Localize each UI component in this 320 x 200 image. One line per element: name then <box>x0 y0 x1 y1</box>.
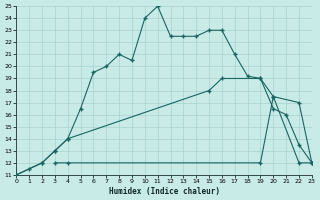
X-axis label: Humidex (Indice chaleur): Humidex (Indice chaleur) <box>108 187 220 196</box>
